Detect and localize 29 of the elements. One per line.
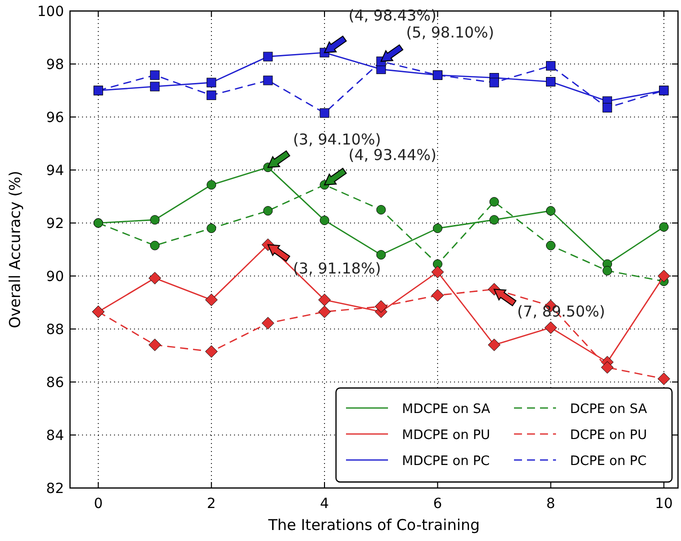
legend-label: DCPE on PC [570, 454, 647, 469]
x-tick-label: 4 [320, 496, 330, 512]
y-tick-label: 100 [37, 4, 64, 20]
x-tick-label: 2 [206, 496, 216, 512]
y-tick-label: 94 [46, 163, 64, 179]
y-tick-label: 88 [46, 322, 64, 338]
annotation: (5, 98.10%) [406, 23, 494, 42]
y-tick-label: 84 [46, 428, 64, 444]
y-tick-label: 86 [46, 375, 64, 391]
x-tick-label: 6 [433, 496, 442, 512]
y-tick-label: 90 [46, 269, 64, 285]
y-tick-label: 98 [46, 57, 64, 73]
x-tick-label: 10 [654, 496, 673, 512]
legend-label: DCPE on PU [570, 428, 647, 443]
annotation: (3, 91.18%) [292, 260, 381, 278]
legend-label: MDCPE on SA [402, 402, 490, 417]
y-axis-title: Overall Accuracy (%) [6, 170, 24, 328]
annotation: (4, 93.44%) [348, 146, 436, 164]
legend-label: MDCPE on PU [402, 428, 490, 443]
y-tick-label: 96 [46, 110, 64, 126]
annotation: (3, 94.10%) [292, 130, 381, 148]
x-tick-label: 0 [94, 496, 103, 512]
y-tick-label: 92 [46, 216, 64, 232]
legend-label: MDCPE on PC [402, 454, 490, 469]
annotation: (4, 98.43%) [348, 6, 436, 25]
x-tick-label: 8 [546, 496, 556, 512]
legend-label: DCPE on SA [570, 402, 648, 417]
y-tick-label: 82 [46, 481, 64, 497]
x-axis-title: The Iterations of Co-training [267, 516, 480, 534]
